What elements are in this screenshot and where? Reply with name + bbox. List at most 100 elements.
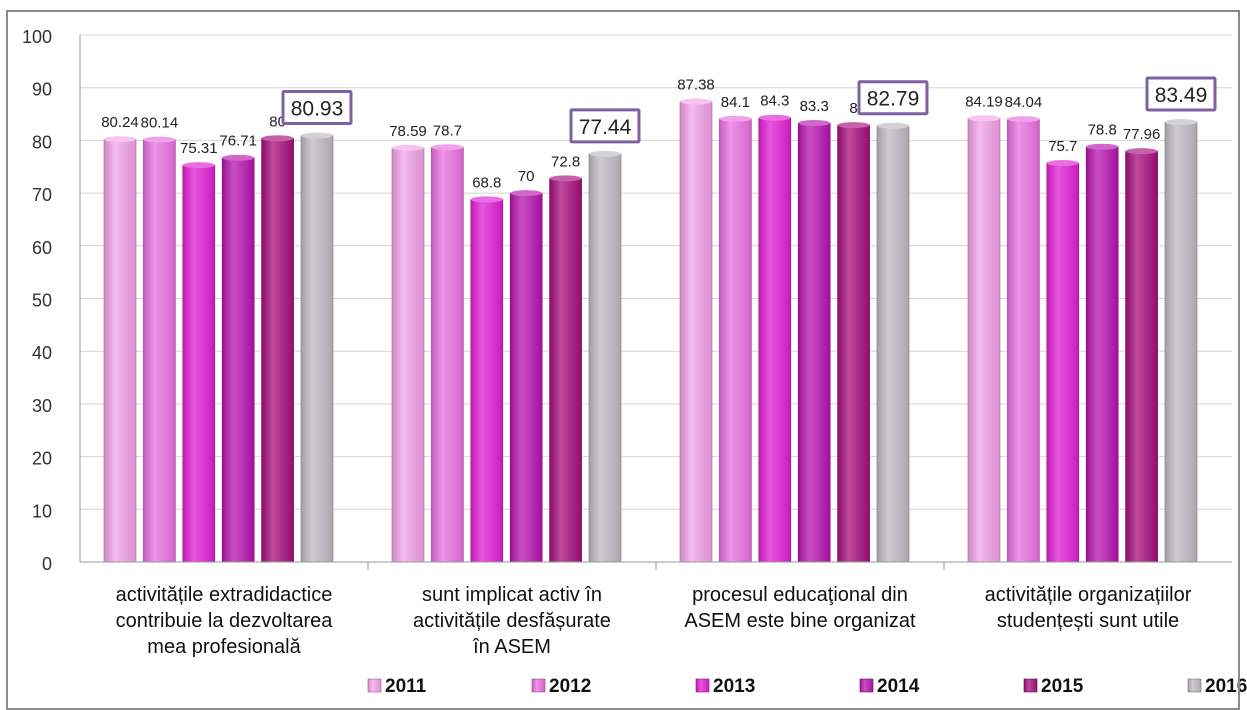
category-label: mea profesională [147, 636, 301, 658]
data-label: 80.24 [101, 114, 139, 131]
bar-2012-cat-1 [143, 139, 176, 563]
bar-top-2011-cat-3 [680, 98, 712, 105]
bar-2015-cat-3 [837, 124, 870, 563]
legend-swatch-2011 [367, 678, 382, 693]
legend-label-2014: 2014 [877, 676, 920, 697]
category-label: în ASEM [472, 636, 551, 658]
bar-top-2012-cat-2 [431, 144, 464, 151]
bar-2014-cat-1 [221, 157, 255, 563]
bar-top-2015-cat-1 [261, 135, 294, 142]
legend-swatch-2015 [1023, 678, 1038, 693]
data-label-highlight: 83.49 [1155, 84, 1208, 107]
category-label: studențești sunt utile [997, 610, 1179, 632]
bar-2013-cat-4 [1046, 162, 1080, 563]
y-tick-label: 90 [32, 80, 52, 100]
legend-label-2012: 2012 [549, 676, 591, 697]
bar-2014-cat-2 [509, 192, 543, 563]
data-label: 70 [518, 168, 535, 185]
bar-top-2016-cat-3 [877, 122, 909, 129]
legend-swatch-2014 [859, 678, 874, 693]
bar-top-2012-cat-4 [1007, 116, 1040, 123]
bar-top-2016-cat-1 [301, 132, 333, 139]
bar-top-2014-cat-3 [798, 120, 831, 127]
category-label: procesul educaţional din [692, 584, 908, 606]
y-tick-label: 20 [32, 449, 52, 469]
chart-frame [6, 10, 1240, 710]
y-tick-label: 70 [32, 185, 52, 205]
bar-top-2012-cat-3 [719, 115, 752, 122]
data-label: 80.14 [141, 115, 179, 132]
legend-swatch-2013 [695, 678, 710, 693]
data-label: 84.3 [760, 93, 789, 110]
bar-2011-cat-3 [679, 101, 713, 563]
bar-2016-cat-4 [1164, 121, 1198, 563]
category-label: contribuie la dezvoltarea [116, 610, 334, 632]
bar-top-2011-cat-1 [104, 136, 136, 143]
bar-top-2014-cat-2 [510, 190, 543, 197]
bar-2016-cat-3 [876, 125, 910, 563]
highlight-box [857, 80, 929, 116]
highlight-box [1145, 76, 1217, 112]
y-tick-label: 30 [32, 396, 52, 416]
bar-top-2013-cat-2 [470, 196, 503, 203]
y-tick-label: 80 [32, 132, 52, 152]
category-label: sunt implicat activ în [422, 584, 602, 606]
category-label: activitățile desfășurate [413, 610, 611, 632]
bar-2012-cat-3 [719, 118, 752, 563]
bar-top-2014-cat-1 [222, 154, 255, 161]
data-label: 72.8 [551, 153, 580, 170]
category-label: activitățile extradidactice [116, 584, 333, 606]
bar-2012-cat-2 [431, 146, 464, 563]
data-label: 68.8 [472, 174, 501, 191]
bar-top-2011-cat-4 [968, 115, 1000, 122]
highlight-box [569, 108, 641, 144]
bar-2013-cat-1 [182, 164, 216, 563]
bar-2014-cat-3 [797, 122, 831, 563]
bar-top-2015-cat-2 [549, 175, 582, 182]
y-tick-label: 50 [32, 291, 52, 311]
bar-top-2011-cat-2 [392, 144, 424, 151]
data-label: 87.38 [677, 77, 715, 94]
data-label: 75.7 [1048, 138, 1077, 155]
data-label-highlight: 77.44 [579, 116, 632, 139]
y-tick-label: 60 [32, 238, 52, 258]
bar-top-2012-cat-1 [143, 136, 176, 143]
data-label: 77.96 [1123, 126, 1161, 143]
bar-2011-cat-1 [103, 138, 137, 563]
data-label: 8 [849, 100, 857, 117]
bar-top-2015-cat-4 [1125, 148, 1158, 155]
data-label: 78.7 [433, 122, 462, 139]
bar-top-2014-cat-4 [1086, 143, 1119, 150]
bar-2013-cat-3 [758, 117, 792, 563]
legend-label-2015: 2015 [1041, 676, 1084, 697]
data-label: 78.8 [1088, 122, 1117, 139]
bar-top-2016-cat-4 [1165, 119, 1197, 126]
category-label: ASEM este bine organizat [684, 610, 916, 632]
legend-label-2016: 2016 [1205, 676, 1247, 697]
data-label: 84.04 [1005, 94, 1043, 111]
bar-top-2015-cat-3 [837, 122, 870, 129]
legend-swatch-2016 [1187, 678, 1202, 693]
data-label: 78.59 [389, 123, 427, 140]
data-label: 75.31 [180, 140, 218, 157]
legend-label-2011: 2011 [385, 676, 427, 697]
bar-2013-cat-2 [470, 199, 504, 563]
y-tick-label: 10 [32, 501, 52, 521]
legend-label-2013: 2013 [713, 676, 755, 697]
bar-top-2016-cat-2 [589, 150, 621, 157]
bar-2016-cat-2 [588, 153, 622, 563]
bar-top-2013-cat-3 [758, 114, 791, 121]
y-tick-label: 40 [32, 343, 52, 363]
bar-top-2013-cat-1 [182, 162, 215, 169]
data-label-highlight: 82.79 [867, 88, 920, 111]
data-label: 84.1 [721, 94, 750, 111]
bar-top-2013-cat-4 [1046, 160, 1079, 167]
data-label-highlight: 80.93 [291, 97, 344, 120]
data-label: 76.71 [219, 133, 257, 150]
data-label: 84.19 [965, 93, 1003, 110]
y-tick-label: 100 [22, 27, 52, 47]
data-label: 83.3 [800, 98, 829, 115]
category-label: activitățile organizațiilor [985, 584, 1192, 606]
